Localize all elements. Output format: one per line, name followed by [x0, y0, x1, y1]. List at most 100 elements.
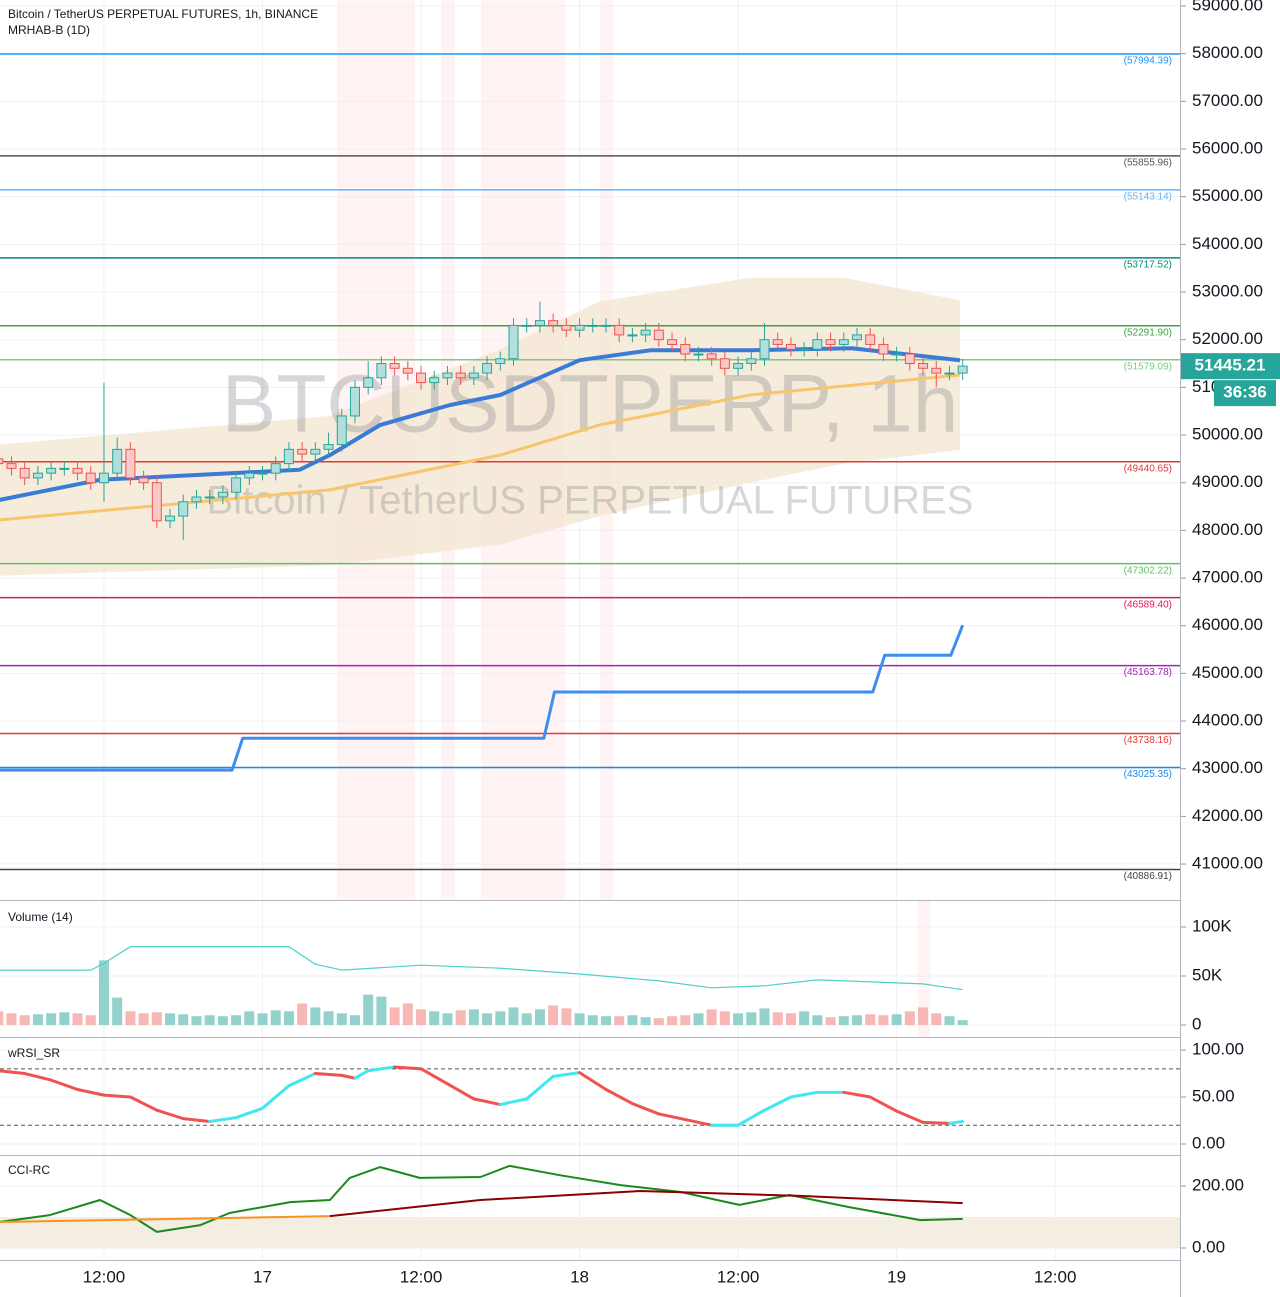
- volume-bar: [349, 1015, 360, 1026]
- line-segment: [234, 1106, 265, 1120]
- volume-bar: [746, 1012, 757, 1026]
- candle-body: [349, 386, 360, 417]
- candle-body: [336, 415, 347, 446]
- volume-bar: [138, 1013, 149, 1026]
- volume-bar: [957, 1020, 968, 1026]
- line: [0, 624, 965, 772]
- candle-body: [178, 501, 189, 517]
- volume-bar: [944, 1016, 955, 1026]
- volume-bar: [799, 1011, 810, 1026]
- line-segment: [895, 1109, 925, 1124]
- volume-bar: [640, 1017, 651, 1026]
- line-segment: [353, 1069, 370, 1080]
- candle-body: [46, 467, 57, 474]
- candle-body: [138, 477, 149, 484]
- volume-bar: [283, 1011, 294, 1026]
- candle-body: [283, 448, 294, 465]
- line-segment: [868, 1095, 899, 1113]
- candle-body: [759, 339, 770, 360]
- volume-bar: [521, 1013, 532, 1026]
- candle-body: [231, 477, 242, 493]
- candle-body: [627, 334, 638, 337]
- x-tick-label: 17: [253, 1267, 272, 1286]
- candle-body: [574, 324, 585, 331]
- volume-bar: [482, 1013, 493, 1026]
- candle-body: [482, 363, 493, 374]
- level-label: (49440.65): [1124, 463, 1172, 474]
- line-segment: [763, 1095, 793, 1112]
- candle-body: [812, 339, 823, 350]
- candle-body: [746, 358, 757, 365]
- candle-body: [891, 353, 902, 356]
- volume-bar: [931, 1013, 942, 1026]
- line-segment: [736, 1108, 767, 1127]
- y-tick-label: 41000.00: [1192, 854, 1263, 873]
- candle-body: [548, 320, 559, 326]
- candle-body: [442, 372, 453, 379]
- y-tick-label: 48000.00: [1192, 520, 1263, 539]
- candle-body: [957, 365, 968, 374]
- candle-body: [363, 377, 374, 388]
- volume-bar: [878, 1015, 889, 1026]
- y-tick-label: 45000.00: [1192, 663, 1263, 682]
- candle-body: [323, 444, 334, 450]
- level-label: (55855.96): [1124, 158, 1172, 169]
- y-tick-label: 54000.00: [1192, 234, 1263, 253]
- candle-body: [587, 324, 598, 327]
- volume-bar: [719, 1011, 730, 1026]
- line-segment: [0, 1069, 27, 1076]
- line-segment: [842, 1090, 872, 1099]
- candle-body: [799, 348, 810, 351]
- volume-bar: [416, 1009, 427, 1026]
- volume-bar: [165, 1013, 176, 1026]
- y-tick-label: 50.00: [1192, 1087, 1235, 1106]
- candle-body: [297, 448, 308, 455]
- line-segment: [921, 1120, 951, 1125]
- x-tick-label: 19: [887, 1267, 906, 1286]
- volume-bar: [363, 994, 374, 1026]
- shade: [918, 901, 930, 1037]
- volume-bar: [178, 1014, 189, 1026]
- line-segment: [498, 1097, 529, 1107]
- line: [329, 1190, 963, 1218]
- candle-body: [614, 324, 625, 336]
- volume-bar: [891, 1014, 902, 1026]
- y-tick-label: 200.00: [1192, 1175, 1244, 1194]
- candle-body: [468, 372, 479, 379]
- candle-body: [244, 472, 255, 479]
- candle-body: [785, 343, 796, 350]
- watermark-subtitle: Bitcoin / TetherUS PERPETUAL FUTURES: [207, 479, 974, 523]
- volume-bar: [257, 1013, 268, 1026]
- countdown-bg: [1214, 380, 1276, 407]
- indicator-name: MRHAB-B (1D): [8, 23, 90, 37]
- y-tick-label: 44000.00: [1192, 711, 1263, 730]
- level-label: (40886.91): [1124, 871, 1172, 882]
- volume-bar: [918, 1007, 929, 1026]
- line-segment: [287, 1072, 317, 1088]
- level-label: (45163.78): [1124, 667, 1172, 678]
- shade-zone: [0, 1217, 1180, 1249]
- level-label: (52291.90): [1124, 327, 1172, 338]
- volume-bar: [548, 1005, 559, 1026]
- volume-bar: [455, 1010, 466, 1026]
- candle-body: [125, 448, 136, 479]
- level-label: (51579.09): [1124, 361, 1172, 372]
- candle-body: [257, 472, 268, 475]
- candle-body: [693, 353, 704, 356]
- candle-body: [19, 467, 30, 479]
- volume-bar: [151, 1012, 162, 1026]
- candle-body: [151, 482, 162, 522]
- countdown: 36:36: [1223, 383, 1266, 402]
- candle-body: [534, 320, 545, 326]
- line-segment: [102, 1093, 132, 1099]
- candle-body: [429, 377, 440, 384]
- candle-body: [85, 472, 96, 484]
- line-segment: [181, 1117, 212, 1123]
- volume-bar: [468, 1009, 479, 1026]
- line: [0, 1215, 330, 1223]
- candle-body: [59, 467, 70, 470]
- candle-body: [270, 463, 281, 474]
- candle-body: [706, 353, 717, 360]
